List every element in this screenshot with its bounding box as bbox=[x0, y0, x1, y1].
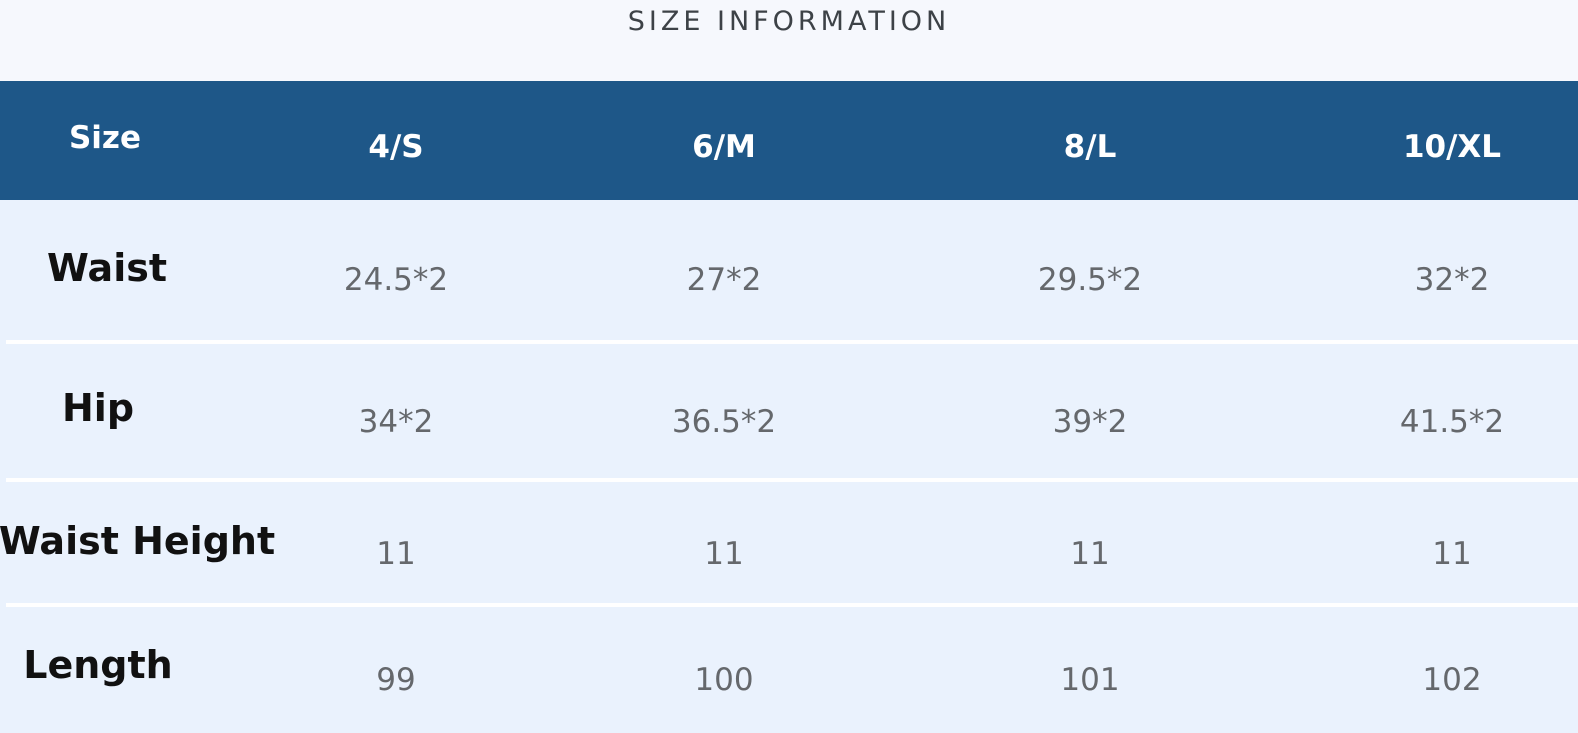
header-size: 4/S bbox=[368, 129, 424, 165]
header-size: 8/L bbox=[1063, 129, 1117, 165]
cell-value: 29.5*2 bbox=[1037, 262, 1143, 298]
row-label: Waist bbox=[46, 246, 168, 290]
header-size: 10/XL bbox=[1402, 129, 1502, 165]
row-separator bbox=[6, 478, 1578, 482]
page-title: SIZE INFORMATION bbox=[627, 6, 951, 37]
cell-value: 11 bbox=[1070, 536, 1110, 572]
cell-value: 11 bbox=[704, 536, 744, 572]
header-label: Size bbox=[68, 120, 142, 156]
table-body bbox=[0, 200, 1578, 733]
cell-value: 27*2 bbox=[686, 262, 762, 298]
row-label: Waist Height bbox=[0, 519, 276, 563]
cell-value: 11 bbox=[376, 536, 416, 572]
cell-value: 34*2 bbox=[358, 404, 434, 440]
cell-value: 99 bbox=[376, 662, 416, 698]
header-band bbox=[0, 81, 1578, 200]
row-separator bbox=[6, 603, 1578, 607]
row-separator bbox=[6, 340, 1578, 344]
row-label: Length bbox=[23, 643, 173, 687]
cell-value: 102 bbox=[1422, 662, 1482, 698]
header-size: 6/M bbox=[692, 129, 756, 165]
cell-value: 101 bbox=[1060, 662, 1120, 698]
cell-value: 41.5*2 bbox=[1399, 404, 1505, 440]
cell-value: 32*2 bbox=[1414, 262, 1490, 298]
cell-value: 11 bbox=[1432, 536, 1472, 572]
cell-value: 24.5*2 bbox=[343, 262, 449, 298]
row-label: Hip bbox=[61, 386, 135, 430]
cell-value: 100 bbox=[694, 662, 754, 698]
cell-value: 39*2 bbox=[1052, 404, 1128, 440]
cell-value: 36.5*2 bbox=[671, 404, 777, 440]
